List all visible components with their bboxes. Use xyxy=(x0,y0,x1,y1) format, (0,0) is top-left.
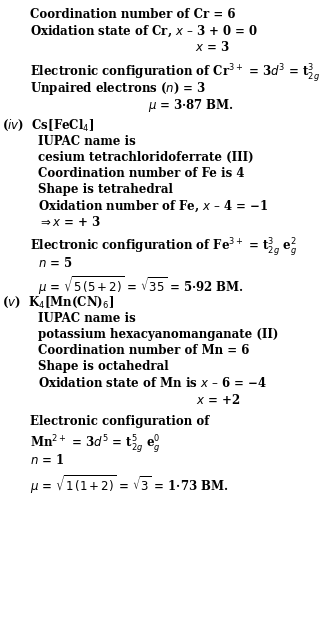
Text: $n$ = 1: $n$ = 1 xyxy=(30,453,64,467)
Text: IUPAC name is: IUPAC name is xyxy=(38,135,136,148)
Text: Oxidation number of Fe, $x$ – 4 = −1: Oxidation number of Fe, $x$ – 4 = −1 xyxy=(38,199,269,214)
Text: Coordination number of Fe is 4: Coordination number of Fe is 4 xyxy=(38,167,244,180)
Text: $\mu$ = $\sqrt{5\,(5+2)}$ = $\sqrt{35}$ = 5·92 BM.: $\mu$ = $\sqrt{5\,(5+2)}$ = $\sqrt{35}$ … xyxy=(38,274,244,297)
Text: $x$ = +2: $x$ = +2 xyxy=(196,393,240,407)
Text: Oxidation state of Cr, $x$ – 3 + 0 = 0: Oxidation state of Cr, $x$ – 3 + 0 = 0 xyxy=(30,24,258,39)
Text: $x$ = 3: $x$ = 3 xyxy=(195,40,230,54)
Text: Coordination number of Mn = 6: Coordination number of Mn = 6 xyxy=(38,344,249,357)
Text: Mn$^{2+}$ = 3$d^5$ = t$^5_{2g}$ e$^0_g$: Mn$^{2+}$ = 3$d^5$ = t$^5_{2g}$ e$^0_g$ xyxy=(30,433,161,455)
Text: Shape is octahedral: Shape is octahedral xyxy=(38,360,169,373)
Text: Electronic configuration of: Electronic configuration of xyxy=(30,415,209,428)
Text: Coordination number of Cr = 6: Coordination number of Cr = 6 xyxy=(30,8,235,21)
Text: cesium tetrachloridoferrate (III): cesium tetrachloridoferrate (III) xyxy=(38,151,254,164)
Text: IUPAC name is: IUPAC name is xyxy=(38,312,136,325)
Text: $\mu$ = 3·87 BM.: $\mu$ = 3·87 BM. xyxy=(148,97,234,114)
Text: Oxidation state of Mn is $x$ – 6 = −4: Oxidation state of Mn is $x$ – 6 = −4 xyxy=(38,376,267,390)
Text: potassium hexacyanomanganate (II): potassium hexacyanomanganate (II) xyxy=(38,328,279,341)
Text: $\Rightarrow x$ = + 3: $\Rightarrow x$ = + 3 xyxy=(38,215,101,229)
Text: ($iv$)  Cs[FeCl$_4$]: ($iv$) Cs[FeCl$_4$] xyxy=(2,118,94,133)
Text: ($v$)  K$_4$[Mn(CN)$_6$]: ($v$) K$_4$[Mn(CN)$_6$] xyxy=(2,295,114,310)
Text: $\mu$ = $\sqrt{1\,(1+2)}$ = $\sqrt{3}$ = 1·73 BM.: $\mu$ = $\sqrt{1\,(1+2)}$ = $\sqrt{3}$ =… xyxy=(30,473,229,496)
Text: Shape is tetrahedral: Shape is tetrahedral xyxy=(38,183,173,196)
Text: Electronic configuration of Cr$^{3+}$ = 3$d^3$ = t$^3_{2g}$ e$^0_g$: Electronic configuration of Cr$^{3+}$ = … xyxy=(30,62,322,84)
Text: Unpaired electrons ($n$) = 3: Unpaired electrons ($n$) = 3 xyxy=(30,80,206,97)
Text: $n$ = 5: $n$ = 5 xyxy=(38,256,73,270)
Text: Electronic configuration of Fe$^{3+}$ = t$^3_{2g}$ e$^2_g$: Electronic configuration of Fe$^{3+}$ = … xyxy=(30,236,297,258)
